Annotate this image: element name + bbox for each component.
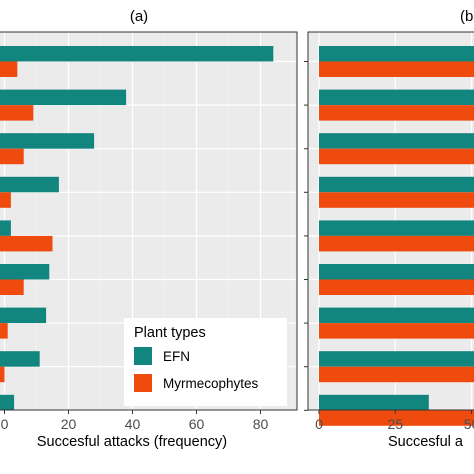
bar-myrmecophytes bbox=[0, 192, 11, 208]
bar-efn bbox=[319, 89, 474, 106]
x-tick-label: 0 bbox=[1, 416, 9, 432]
bar-myrmecophytes bbox=[319, 279, 474, 295]
bar-efn bbox=[0, 264, 50, 280]
legend: Plant types EFN Myrmecophytes bbox=[124, 318, 287, 406]
bar-myrmecophytes bbox=[0, 235, 53, 252]
panel-a-bars bbox=[0, 46, 274, 411]
bar-myrmecophytes bbox=[0, 323, 8, 339]
bar-efn bbox=[0, 220, 11, 236]
legend-title: Plant types bbox=[134, 325, 206, 341]
bar-myrmecophytes bbox=[0, 105, 34, 121]
x-tick-label: 0 bbox=[315, 416, 323, 432]
bar-myrmecophytes bbox=[319, 235, 474, 252]
panel-b-x-ticks: 0 25 50 bbox=[315, 410, 474, 432]
bar-efn bbox=[319, 351, 474, 367]
bar-efn bbox=[319, 264, 474, 280]
panel-b-y-tick-marks bbox=[304, 61, 308, 411]
bar-efn bbox=[319, 394, 429, 411]
panel-a: 0 20 40 60 80 (a) Succesful attacks (frequen… bbox=[0, 8, 298, 450]
x-tick-label: 60 bbox=[189, 416, 205, 432]
bar-myrmecophytes bbox=[319, 148, 474, 165]
panel-b-frame bbox=[307, 31, 474, 411]
x-tick-label: 50 bbox=[464, 416, 474, 432]
bar-efn bbox=[0, 89, 127, 106]
bar-efn bbox=[0, 394, 15, 411]
legend-label-myrmecophytes: Myrmecophytes bbox=[163, 376, 259, 391]
legend-key-efn bbox=[134, 347, 152, 365]
bar-efn bbox=[0, 351, 40, 367]
x-tick-label: 80 bbox=[253, 416, 269, 432]
legend-key-myrmecophytes bbox=[134, 374, 152, 392]
panel-b: 0 25 50 (b Succesful a bbox=[304, 8, 474, 450]
bar-myrmecophytes bbox=[0, 61, 18, 77]
bar-efn bbox=[319, 46, 474, 62]
x-tick-label: 25 bbox=[387, 416, 403, 432]
x-tick-label: 20 bbox=[61, 416, 77, 432]
x-tick-label: 40 bbox=[125, 416, 141, 432]
panel-a-x-ticks: 0 20 40 60 80 bbox=[1, 410, 269, 432]
bar-efn bbox=[0, 133, 95, 149]
bar-myrmecophytes bbox=[0, 366, 5, 383]
panel-a-frame bbox=[0, 31, 298, 411]
panel-b-x-axis-label: Succesful a bbox=[388, 434, 464, 450]
bar-myrmecophytes bbox=[319, 410, 474, 426]
panel-a-x-axis-label: Succesful attacks (frequency) bbox=[37, 434, 227, 450]
bar-myrmecophytes bbox=[0, 148, 24, 165]
bar-efn bbox=[319, 133, 474, 149]
bar-efn bbox=[319, 307, 474, 324]
bar-myrmecophytes bbox=[319, 105, 474, 121]
bar-efn bbox=[0, 307, 47, 324]
bar-myrmecophytes bbox=[0, 279, 24, 295]
bar-myrmecophytes bbox=[319, 366, 474, 383]
bar-myrmecophytes bbox=[319, 323, 474, 339]
bar-myrmecophytes bbox=[319, 192, 474, 208]
legend-label-efn: EFN bbox=[163, 349, 190, 364]
bar-efn bbox=[0, 46, 274, 62]
bar-myrmecophytes bbox=[319, 61, 474, 77]
panel-b-label: (b bbox=[460, 8, 473, 25]
bar-efn bbox=[319, 220, 474, 236]
bar-efn bbox=[0, 176, 59, 193]
panel-b-bars bbox=[319, 46, 474, 426]
panel-a-label: (a) bbox=[130, 8, 148, 25]
bar-efn bbox=[319, 176, 474, 193]
